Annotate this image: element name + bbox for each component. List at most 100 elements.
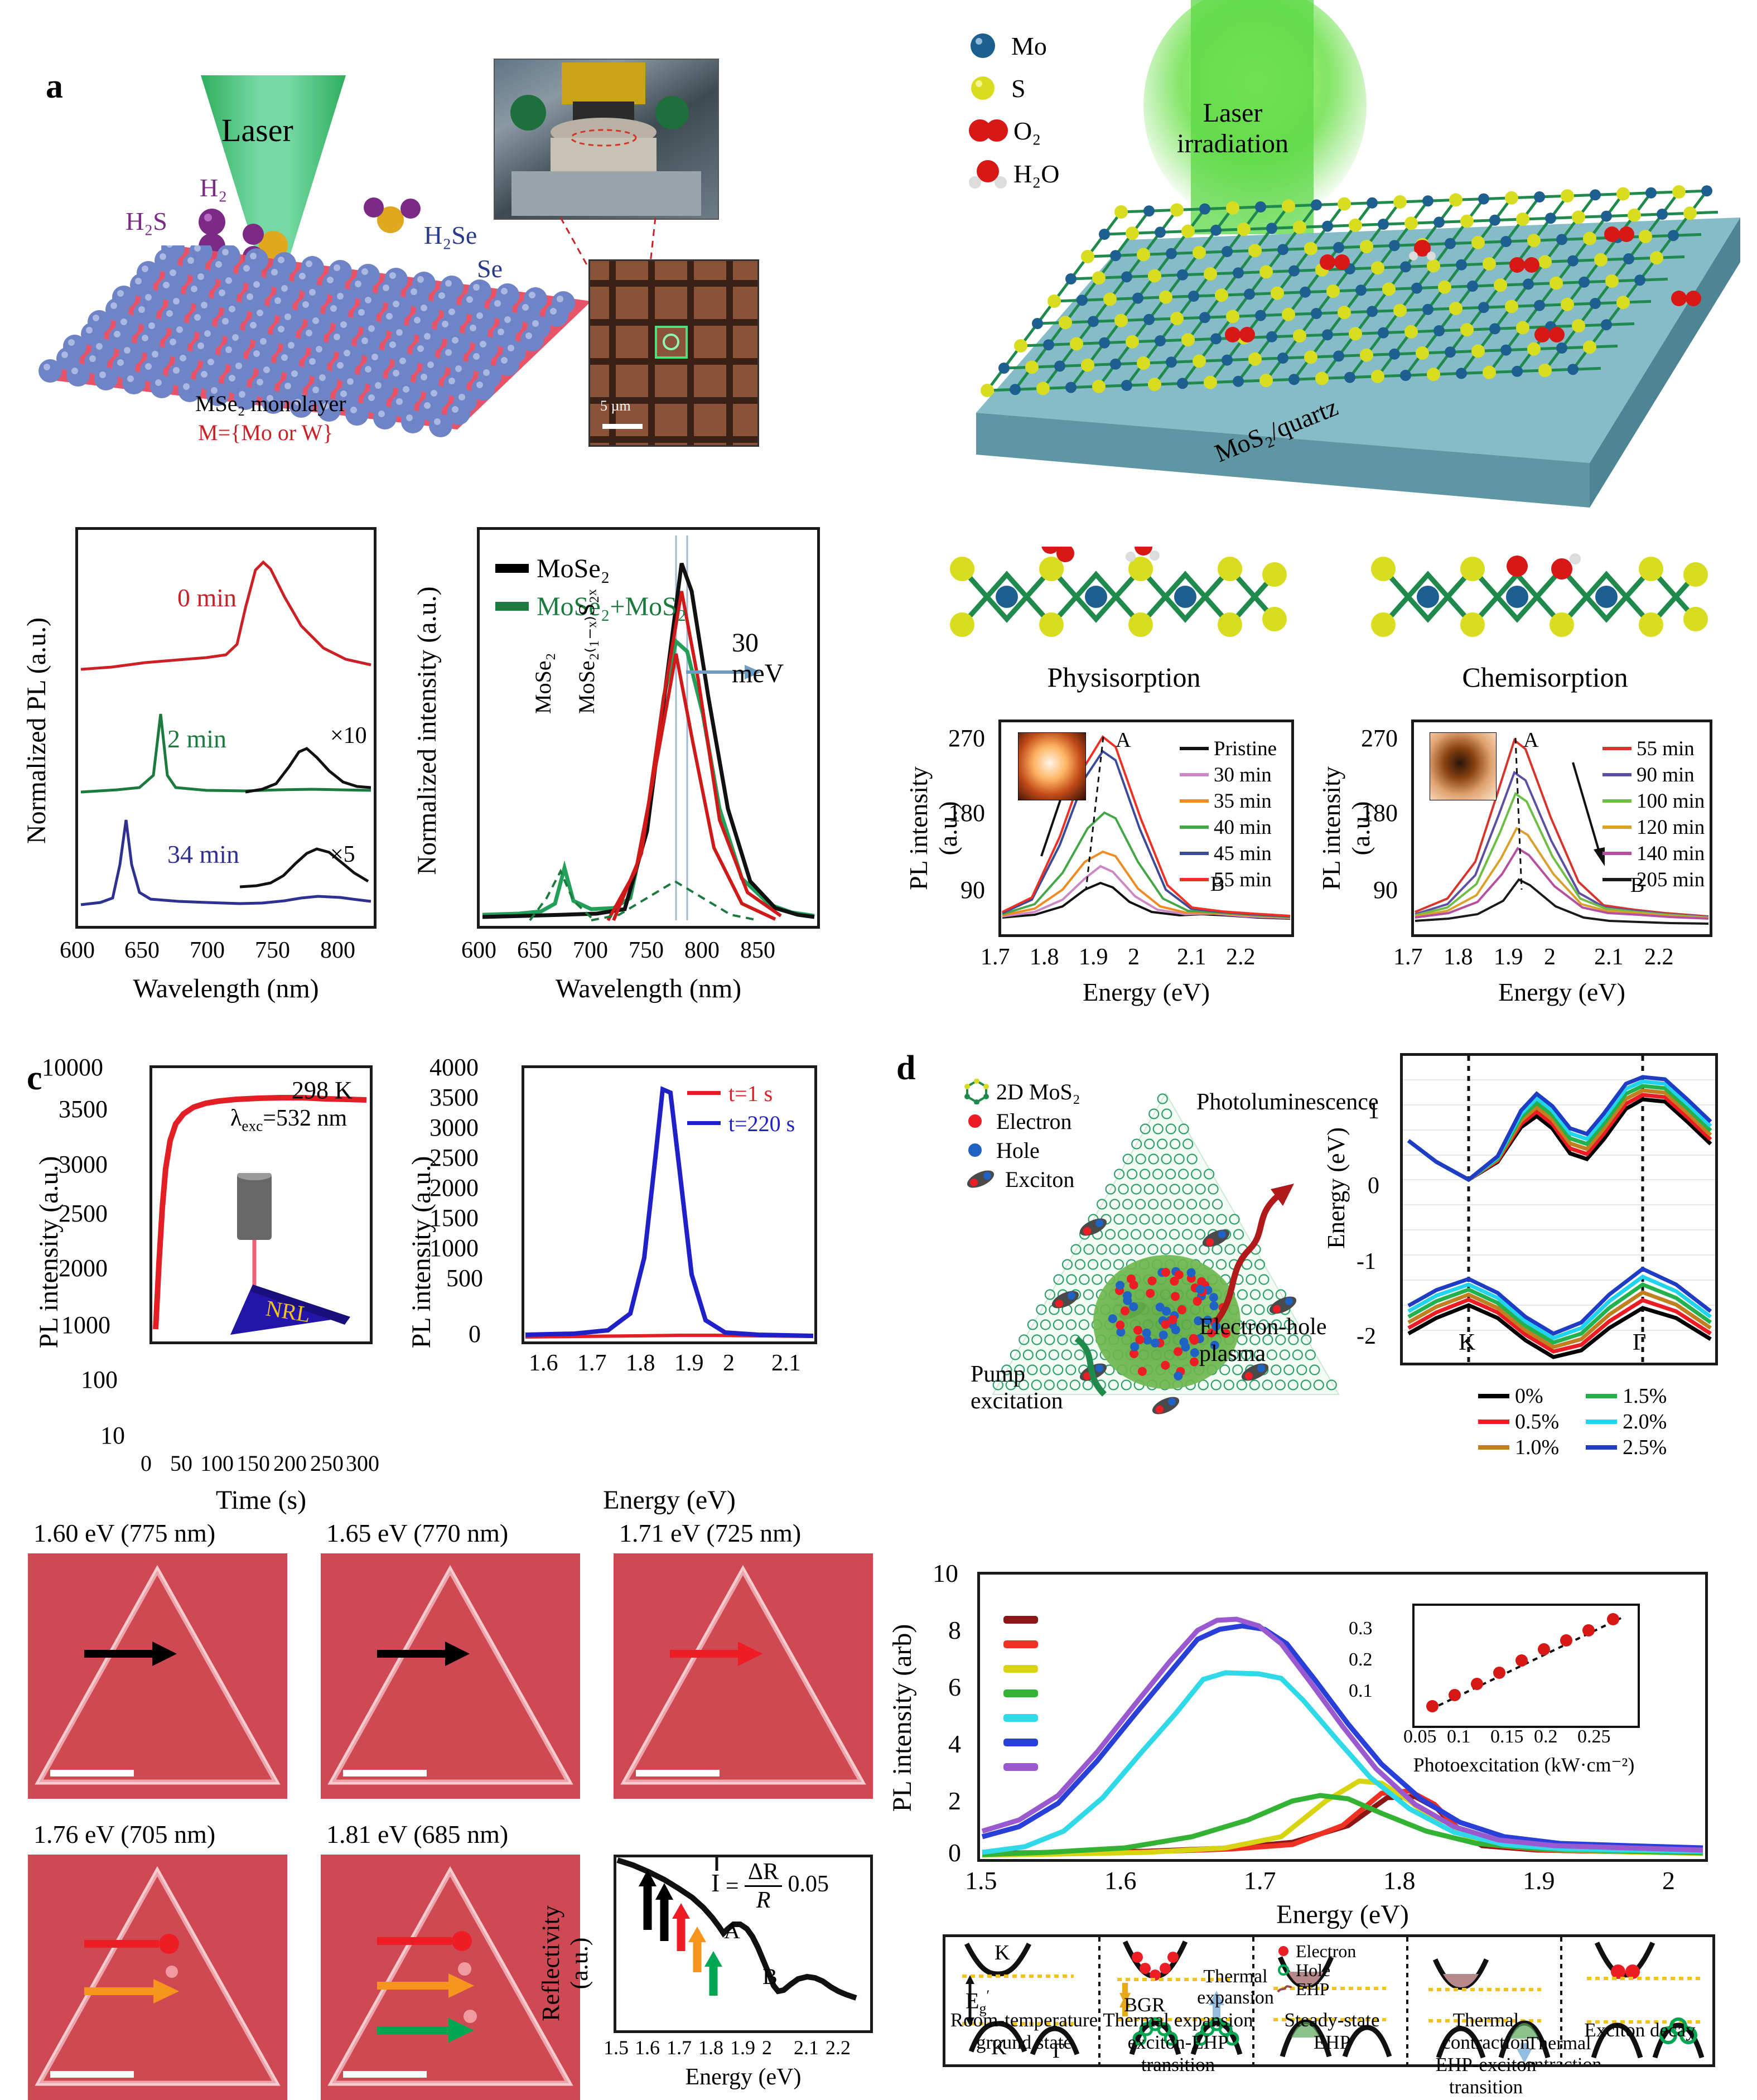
ylabel-pl-power: PL intensity (arb) (887, 1606, 918, 1829)
ylabel-pl-chemisorption: PL intensity (a.u.) (1316, 736, 1375, 920)
o2-molecule-icon (968, 115, 1009, 146)
chart-normalized-pl: 0 min 2 min 34 min ×10 ×5 (75, 527, 376, 929)
chart-pl-energy-time: t=1 s t=220 s (522, 1065, 817, 1344)
legend-label-o2: O₂ (1013, 116, 1041, 146)
scalebar-label: 5 µm (600, 398, 631, 414)
series-label-34min: 34 min (167, 839, 239, 869)
kpoint-label-gamma: Γ (1633, 1329, 1646, 1356)
legend-swatch (1602, 747, 1632, 751)
inset-xtick: 0.25 (1577, 1726, 1611, 1747)
legend-swatch (1003, 1616, 1038, 1625)
legend-label: EHP (1296, 1979, 1329, 2000)
ytick: 90 (960, 876, 985, 904)
pl-image-label-3: 1.71 eV (725 nm) (619, 1518, 876, 1548)
ytick: 270 (1361, 724, 1398, 752)
legend-swatch (1586, 1445, 1617, 1450)
legend-label: 30 min (1214, 763, 1272, 787)
xtick: 800 (320, 937, 355, 964)
xlabel-reflectivity: Energy (eV) (614, 2064, 873, 2091)
xtick: 1.8 (1383, 1866, 1416, 1895)
xticks-chemisorption: 1.7 1.8 1.9 2 2.1 2.2 (1411, 942, 1712, 972)
mo-sphere-icon (968, 31, 998, 61)
xlabel-physisorption: Energy (eV) (998, 977, 1294, 1007)
ytick: 4000 (429, 1053, 479, 1082)
arrow-green-5 (374, 2014, 480, 2047)
xtick: 850 (740, 937, 775, 964)
legend-physisorption: Pristine 30 min 35 min 40 min 45 min 55 … (1180, 736, 1277, 893)
xticks-reflectivity: 1.5 1.6 1.7 1.8 1.9 2 2.1 2.2 (614, 2036, 873, 2063)
ytick: 100 (81, 1365, 118, 1394)
xticks-pl-power: 1.5 1.6 1.7 1.8 1.9 2 (977, 1866, 1708, 1897)
h2-label: H₂ (200, 173, 227, 202)
legend-label: 205 min (1637, 868, 1705, 892)
xtick: 1.9 (730, 2036, 755, 2059)
pl-map-inset-physisorption (1018, 732, 1086, 800)
xtick: 650 (124, 937, 160, 964)
xtick: 2 (723, 1350, 735, 1377)
panel-a-letter: a (46, 67, 63, 107)
xtick: 600 (60, 937, 95, 964)
legend-swatch (1180, 852, 1209, 856)
legend-swatch (1586, 1420, 1617, 1425)
h2s-label: H₂S (126, 206, 167, 236)
ytick: 1500 (429, 1204, 479, 1232)
legend-label: 2.0% (1623, 1409, 1667, 1434)
kpoint-label-k: K (1459, 1329, 1475, 1356)
xtick: 1.7 (1244, 1866, 1276, 1895)
legend-label: Electron (1296, 1941, 1356, 1962)
xtick: 750 (629, 937, 664, 964)
pl-map-image-2 (321, 1553, 580, 1799)
xtick: 1.9 (1494, 944, 1523, 971)
chart-pl-vs-time: 298 K λexc=532 nm NRL (149, 1065, 373, 1344)
ehp-icon (1277, 1983, 1292, 1995)
legend-label: 55 min (1637, 737, 1695, 761)
legend-swatch-mose2 (495, 564, 529, 574)
legend-swatch (1180, 878, 1209, 882)
annotation-mose2: MoSe₂ (530, 653, 556, 714)
xtick: 600 (461, 937, 496, 964)
laser-label: Laser (221, 112, 293, 149)
arrow-red-3 (667, 1637, 764, 1671)
inset-ytick: 0.2 (1349, 1649, 1373, 1671)
legend-label: 140 min (1637, 842, 1705, 866)
xtick: 800 (684, 937, 720, 964)
xtick: 1.7 (667, 2036, 692, 2059)
panel-d-letter: d (896, 1049, 915, 1088)
xticks-chart2: 600 650 700 750 800 850 (477, 933, 820, 966)
panel-c-letter: c (27, 1059, 42, 1098)
physisorption-structure-diagram (929, 547, 1319, 653)
chart-band-structure: K Γ (1400, 1053, 1718, 1365)
ytick: 180 (1361, 799, 1398, 827)
pl-map-image-1 (28, 1553, 287, 1799)
legend-label: 100 min (1637, 789, 1705, 813)
legend-label-s: S (1011, 74, 1026, 103)
ytick: 1 (1368, 1098, 1379, 1124)
xtick: 1.8 (626, 1350, 655, 1377)
pl-map-image-4 (28, 1855, 287, 2100)
legend-swatch (1180, 825, 1209, 830)
legend-label: Hole (1296, 1960, 1330, 1981)
xtick: 2.1 (1177, 944, 1206, 971)
annotation-30mev: 30 meV (732, 627, 817, 689)
annotation-x10: ×10 (330, 722, 367, 749)
inset-xtick: 0.15 (1490, 1726, 1524, 1747)
xtick: 1.5 (604, 2036, 629, 2059)
annotation-temperature: 298 K (292, 1076, 353, 1104)
legend-label: 0% (1515, 1384, 1543, 1408)
legend-swatch (1180, 799, 1209, 804)
inset-xlabel: Photoexcitation (kW·cm⁻²) (1404, 1753, 1644, 1776)
xlabel-chemisorption: Energy (eV) (1411, 977, 1712, 1007)
electron-dot-icon (1277, 1945, 1292, 1957)
ylabel-pl-physisorption: PL intensity (a.u.) (904, 736, 963, 920)
legend-swatch (1478, 1394, 1509, 1399)
ytick: 0 (948, 1838, 961, 1867)
legend-swatch (1003, 1689, 1038, 1698)
arrow-red-5 (374, 1924, 480, 1958)
m-definition-label: M={Mo or W} (198, 419, 333, 446)
legend-label: 0.5% (1515, 1409, 1559, 1434)
physisorption-label: Physisorption (929, 661, 1319, 693)
legend-label: 90 min (1637, 763, 1695, 787)
legend-swatch (1602, 878, 1632, 882)
xtick: 2.2 (1226, 944, 1256, 971)
ytick: 1000 (61, 1311, 110, 1339)
